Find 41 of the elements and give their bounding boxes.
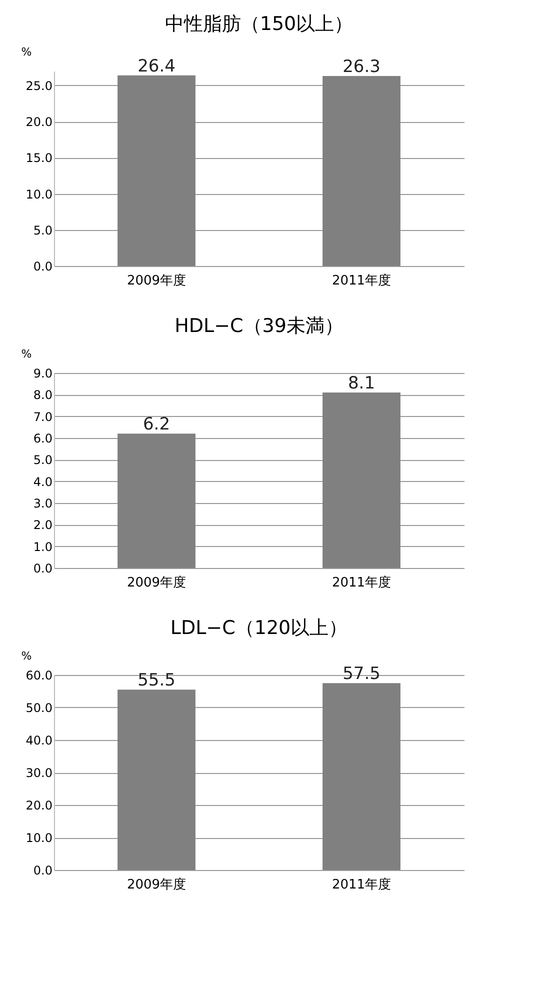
data-label: 26.4: [138, 56, 176, 76]
y-tick-label: 5.0: [33, 223, 52, 238]
y-tick-label: 20.0: [26, 115, 52, 130]
x-tick-label: 2011年度: [332, 876, 392, 892]
x-tick-label: 2011年度: [332, 272, 392, 288]
y-axis-title: %: [21, 650, 32, 662]
y-tick-label: 6.0: [33, 432, 52, 446]
y-tick-label: 40.0: [26, 734, 52, 748]
y-tick-label: 30.0: [26, 766, 52, 780]
y-tick-label: 60.0: [26, 668, 52, 682]
y-tick-label: 0.0: [33, 260, 52, 274]
y-tick-label: 7.0: [33, 410, 52, 424]
y-tick-label: 2.0: [33, 518, 52, 532]
data-label: 57.5: [342, 664, 380, 684]
y-tick-label: 3.0: [33, 496, 52, 510]
chart-title: HDL−C（39未満）: [174, 315, 344, 337]
y-tick-label: 15.0: [26, 151, 52, 166]
y-tick-label: 50.0: [26, 701, 52, 715]
y-axis-title: %: [21, 348, 32, 360]
y-tick-label: 4.0: [33, 474, 52, 489]
y-tick-label: 25.0: [26, 78, 52, 93]
y-tick-label: 9.0: [33, 366, 52, 380]
x-tick-label: 2009年度: [126, 876, 186, 892]
x-tick-label: 2009年度: [126, 272, 186, 288]
y-tick-label: 8.0: [33, 388, 52, 402]
data-label: 55.5: [138, 670, 176, 691]
chart-title: LDL−C（120以上）: [170, 617, 348, 639]
data-label: 8.1: [348, 374, 376, 394]
y-tick-label: 10.0: [26, 831, 52, 845]
data-label: 26.3: [342, 57, 380, 78]
data-label: 6.2: [142, 414, 170, 435]
y-tick-label: 10.0: [26, 187, 52, 202]
x-tick-label: 2011年度: [332, 574, 392, 590]
y-tick-label: 0.0: [33, 864, 52, 878]
chart-title: 中性脂肪（150以上）: [164, 13, 354, 35]
x-tick-label: 2009年度: [126, 574, 186, 590]
y-tick-label: 20.0: [26, 798, 52, 812]
y-axis-title: %: [21, 46, 32, 58]
y-tick-label: 5.0: [33, 453, 52, 468]
y-tick-label: 0.0: [33, 562, 52, 576]
y-tick-label: 1.0: [33, 540, 52, 554]
